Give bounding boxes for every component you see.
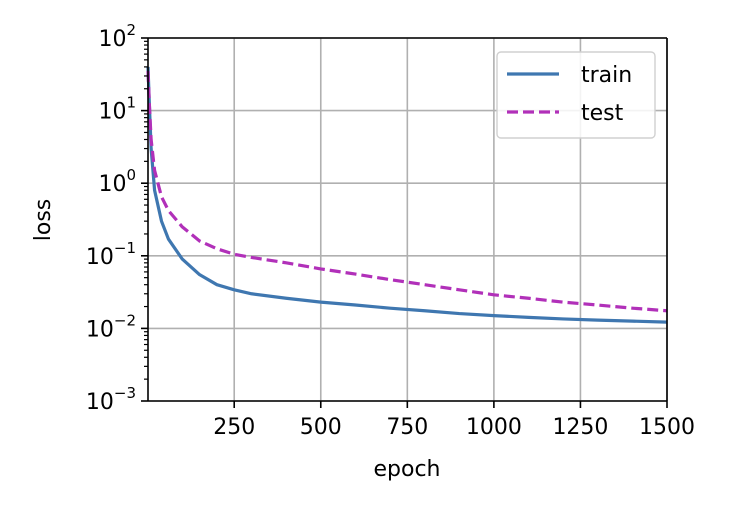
legend: train test — [496, 51, 656, 139]
y-tick-label: 10−2 — [86, 311, 136, 342]
x-tick-label: 500 — [300, 415, 342, 440]
legend-label-train: train — [581, 63, 632, 88]
y-tick-label: 101 — [98, 94, 136, 125]
y-tick-label: 100 — [98, 166, 136, 197]
series-line-train — [146, 66, 668, 324]
y-axis-label: loss — [31, 199, 56, 242]
x-tick-label: 750 — [386, 415, 428, 440]
axis-ticks: 250 500 750 1000 1250 1500 10−3 10−2 10−1 100 101 1… — [86, 21, 695, 440]
x-tick-label: 1250 — [552, 415, 608, 440]
legend-label-test: test — [581, 101, 624, 126]
y-tick-label: 102 — [98, 21, 136, 52]
series-line-test — [146, 71, 668, 313]
x-tick-label: 1500 — [639, 415, 695, 440]
y-tick-label: 10−3 — [86, 384, 136, 415]
x-tick-label: 250 — [213, 415, 255, 440]
x-axis-label: epoch — [374, 457, 441, 482]
series-lines — [146, 66, 668, 324]
x-tick-label: 1000 — [466, 415, 522, 440]
y-tick-label: 10−1 — [86, 239, 136, 270]
